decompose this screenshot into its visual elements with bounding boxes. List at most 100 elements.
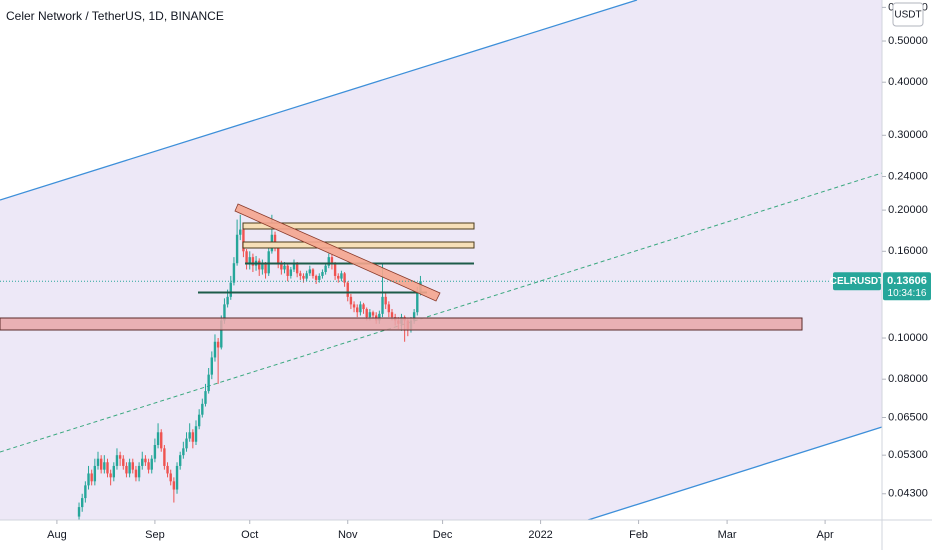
- candle-body: [387, 304, 391, 313]
- candle-body: [368, 312, 372, 318]
- candle-body: [175, 465, 179, 490]
- resistance-zone: [242, 222, 475, 230]
- resistance-zone: [242, 241, 475, 249]
- candle-body: [416, 292, 419, 313]
- candle-body: [390, 312, 394, 318]
- candle-body: [261, 263, 264, 270]
- candle-body: [340, 273, 343, 279]
- candle-body: [412, 312, 416, 321]
- candle-body: [188, 432, 191, 439]
- candle-body: [144, 458, 147, 463]
- candle-body: [172, 481, 176, 490]
- candle-body: [160, 432, 163, 449]
- candle-body: [134, 469, 138, 478]
- time-axis: [0, 520, 882, 550]
- price-label: 0.13606: [887, 275, 927, 287]
- candle-body: [115, 455, 119, 466]
- price-tag: [883, 272, 931, 301]
- candle-body: [191, 432, 195, 442]
- candle-body: [289, 269, 293, 276]
- x-tick-label: 2022: [528, 529, 552, 541]
- candle-body: [112, 465, 116, 478]
- candle-body: [93, 465, 97, 482]
- candle-body: [90, 473, 93, 482]
- candle-body: [147, 462, 150, 470]
- x-tick-label: Mar: [718, 529, 737, 541]
- candle-body: [235, 234, 239, 264]
- y-tick-label: 0.08000: [888, 373, 928, 385]
- x-tick-label: Oct: [241, 529, 258, 541]
- x-tick-label: Aug: [47, 529, 67, 541]
- candle-body: [223, 304, 226, 321]
- y-tick-label: 0.24000: [888, 170, 928, 182]
- y-tick-label: 0.30000: [888, 129, 928, 141]
- candle-body: [109, 473, 112, 478]
- candle-body: [118, 455, 122, 459]
- candle-body: [153, 445, 157, 459]
- candle-body: [80, 498, 84, 508]
- candle-body: [232, 263, 236, 283]
- candle-body: [239, 229, 242, 235]
- candle-body: [245, 251, 248, 264]
- countdown: 10:34:16: [888, 288, 927, 299]
- candle-body: [330, 257, 334, 264]
- candle-body: [280, 263, 283, 270]
- candle-body: [226, 296, 229, 305]
- candle-body: [131, 462, 134, 470]
- candle-body: [150, 458, 153, 470]
- candle-body: [125, 465, 128, 474]
- candle-body: [166, 465, 169, 474]
- chart-title: Celer Network / TetherUS, 1D, BINANCE: [6, 9, 224, 23]
- candle-body: [267, 251, 270, 274]
- candle-body: [106, 462, 109, 474]
- candle-body: [302, 275, 305, 279]
- candle-body: [305, 273, 308, 279]
- candle-body: [204, 391, 207, 404]
- x-tick-label: Sep: [145, 529, 165, 541]
- candle-body: [314, 275, 318, 280]
- trendline-zone: [234, 203, 441, 302]
- candle-body: [356, 307, 359, 313]
- y-tick-label: 0.05300: [888, 449, 928, 461]
- candle-body: [378, 313, 381, 321]
- candle-body: [295, 263, 299, 274]
- x-tick-label: Dec: [433, 529, 453, 541]
- candle-body: [182, 448, 185, 456]
- candle-body: [220, 320, 223, 348]
- candle-body: [213, 341, 217, 358]
- channel-bottom: [587, 426, 883, 521]
- currency-box[interactable]: [892, 2, 924, 27]
- candle-body: [210, 357, 214, 375]
- candle-body: [137, 465, 141, 478]
- candle-body: [77, 507, 81, 517]
- x-tick-label: Feb: [629, 529, 648, 541]
- candle-body: [327, 257, 330, 266]
- candle-body: [216, 341, 220, 348]
- candle-body: [96, 458, 100, 466]
- candle-body: [343, 273, 346, 283]
- candle-body: [194, 426, 198, 442]
- candle-body: [264, 263, 267, 274]
- candle-body: [324, 265, 327, 273]
- y-tick-label: 0.20000: [888, 204, 928, 216]
- candle-body: [299, 273, 302, 276]
- candle-body: [178, 455, 182, 466]
- candle-body: [283, 265, 286, 270]
- candle-body: [207, 374, 210, 392]
- y-tick-label: 0.06500: [888, 411, 928, 423]
- support-zone: [0, 317, 803, 331]
- candle-body: [321, 272, 324, 276]
- candle-body: [163, 448, 166, 466]
- channel-fill: [0, 0, 882, 520]
- candle-body: [318, 275, 321, 280]
- candle-body: [276, 245, 280, 264]
- candle-body: [185, 438, 188, 449]
- y-tick-label: 0.10000: [888, 332, 928, 344]
- candle-body: [99, 458, 103, 470]
- overlay: CELRUSDT: [0, 272, 884, 291]
- symbol-label: CELRUSDT: [830, 276, 884, 287]
- candle-body: [371, 312, 375, 316]
